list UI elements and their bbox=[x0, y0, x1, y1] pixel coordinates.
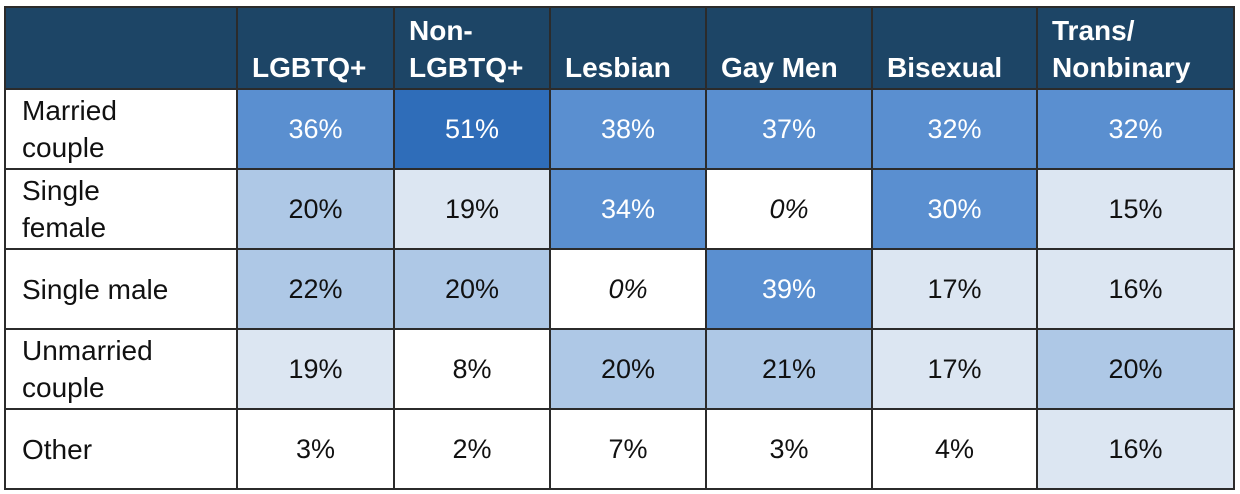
column-header-text: Gay Men bbox=[721, 52, 838, 83]
heat-cell-single-male-lgbtq: 22% bbox=[236, 248, 395, 330]
heat-cell-single-female-gay-men: 0% bbox=[705, 168, 873, 250]
table-row-unmarried-couple: Unmarried couple 19% 8% 20% 21% 17% 20% bbox=[4, 328, 1235, 410]
heat-cell-other-non-lgbtq: 2% bbox=[393, 408, 551, 490]
row-label-text: couple bbox=[22, 132, 105, 163]
column-header-trans-nonbinary: Trans/Nonbinary bbox=[1036, 6, 1235, 90]
heat-cell-unmarried-couple-trans-nonbinary: 20% bbox=[1036, 328, 1235, 410]
heat-cell-single-female-lesbian: 34% bbox=[549, 168, 707, 250]
row-label-text: Other bbox=[22, 433, 93, 465]
heat-cell-other-gay-men: 3% bbox=[705, 408, 873, 490]
heat-cell-single-male-bisexual: 17% bbox=[871, 248, 1038, 330]
column-header-text: Trans/ bbox=[1052, 15, 1135, 46]
row-label-text: Married bbox=[22, 95, 117, 126]
heat-cell-unmarried-couple-bisexual: 17% bbox=[871, 328, 1038, 410]
heat-cell-married-couple-lesbian: 38% bbox=[549, 88, 707, 170]
heat-cell-single-female-bisexual: 30% bbox=[871, 168, 1038, 250]
heat-cell-single-male-non-lgbtq: 20% bbox=[393, 248, 551, 330]
table-row-single-female: Single female 20% 19% 34% 0% 30% 15% bbox=[4, 168, 1235, 250]
column-header-lesbian: Lesbian bbox=[549, 6, 707, 90]
heatmap-table: LGBTQ+ Non- LGBTQ+ Lesbian Gay Men Bisexual Tr… bbox=[4, 6, 1235, 490]
heat-cell-single-male-lesbian: 0% bbox=[549, 248, 707, 330]
heat-cell-other-trans-nonbinary: 16% bbox=[1036, 408, 1235, 490]
table-body: Married couple 36% 51% 38% 37% 32% 32% Single fem… bbox=[4, 88, 1235, 490]
data-table-container: LGBTQ+ Non- LGBTQ+ Lesbian Gay Men Bisexual Tr… bbox=[4, 6, 1235, 490]
table-row-married-couple: Married couple 36% 51% 38% 37% 32% 32% bbox=[4, 88, 1235, 170]
header-row: LGBTQ+ Non- LGBTQ+ Lesbian Gay Men Bisexual Tr… bbox=[4, 6, 1235, 90]
heat-cell-unmarried-couple-lesbian: 20% bbox=[549, 328, 707, 410]
row-label: Other bbox=[4, 408, 238, 490]
row-label: Married couple bbox=[4, 88, 238, 170]
heat-cell-married-couple-bisexual: 32% bbox=[871, 88, 1038, 170]
heat-cell-single-male-gay-men: 39% bbox=[705, 248, 873, 330]
heat-cell-other-lgbtq: 3% bbox=[236, 408, 395, 490]
column-header-text: Bisexual bbox=[887, 52, 1003, 83]
row-label: Unmarried couple bbox=[4, 328, 238, 410]
heat-cell-married-couple-gay-men: 37% bbox=[705, 88, 873, 170]
heat-cell-married-couple-trans-nonbinary: 32% bbox=[1036, 88, 1235, 170]
column-header-text: LGBTQ+ bbox=[252, 52, 367, 83]
heat-cell-unmarried-couple-non-lgbtq: 8% bbox=[393, 328, 551, 410]
column-header-bisexual: Bisexual bbox=[871, 6, 1038, 90]
heat-cell-other-bisexual: 4% bbox=[871, 408, 1038, 490]
row-label-text: Single male bbox=[22, 273, 169, 305]
column-header-text: Nonbinary bbox=[1052, 52, 1191, 83]
heat-cell-unmarried-couple-gay-men: 21% bbox=[705, 328, 873, 410]
heat-cell-unmarried-couple-lgbtq: 19% bbox=[236, 328, 395, 410]
table-row-other: Other 3% 2% 7% 3% 4% 16% bbox=[4, 408, 1235, 490]
heat-cell-married-couple-non-lgbtq: 51% bbox=[393, 88, 551, 170]
row-label: Single female bbox=[4, 168, 238, 250]
heat-cell-married-couple-lgbtq: 36% bbox=[236, 88, 395, 170]
heat-cell-single-female-lgbtq: 20% bbox=[236, 168, 395, 250]
column-header-non-lgbtq: Non- LGBTQ+ bbox=[393, 6, 551, 90]
heat-cell-single-female-trans-nonbinary: 15% bbox=[1036, 168, 1235, 250]
row-label-text: female bbox=[22, 212, 107, 243]
column-header-text: Non- bbox=[409, 15, 473, 46]
heat-cell-single-female-non-lgbtq: 19% bbox=[393, 168, 551, 250]
column-header-gay-men: Gay Men bbox=[705, 6, 873, 90]
row-label-text: Single bbox=[22, 175, 100, 206]
column-header-lgbtq: LGBTQ+ bbox=[236, 6, 395, 90]
heat-cell-single-male-trans-nonbinary: 16% bbox=[1036, 248, 1235, 330]
row-label: Single male bbox=[4, 248, 238, 330]
row-label-text: couple bbox=[22, 372, 105, 403]
row-label-text: Unmarried bbox=[22, 335, 153, 366]
heat-cell-other-lesbian: 7% bbox=[549, 408, 707, 490]
table-row-single-male: Single male 22% 20% 0% 39% 17% 16% bbox=[4, 248, 1235, 330]
corner-cell bbox=[4, 6, 238, 90]
column-header-text: LGBTQ+ bbox=[409, 52, 524, 83]
column-header-text: Lesbian bbox=[565, 52, 671, 83]
